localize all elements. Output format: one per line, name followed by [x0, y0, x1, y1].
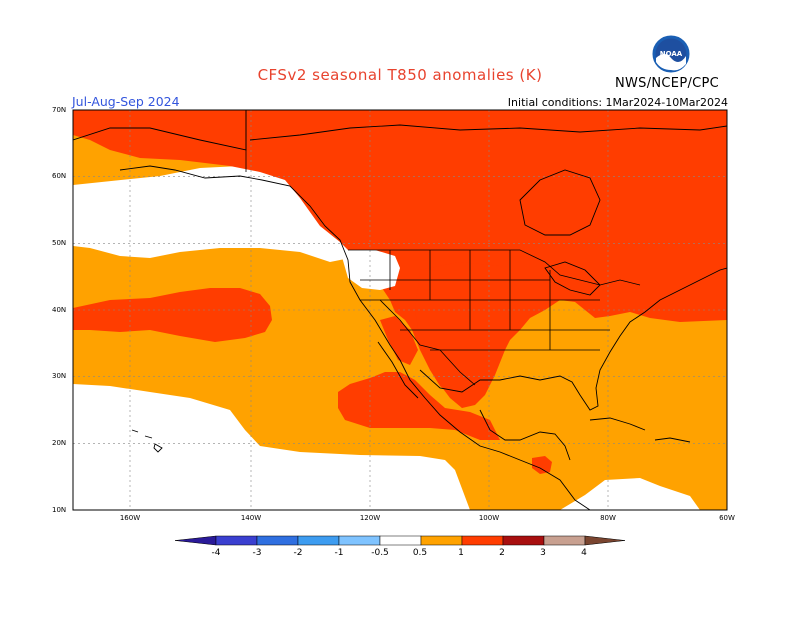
lon-label: 160W [119, 514, 141, 522]
map-frame [72, 109, 728, 511]
colorbar-arrow-left [174, 535, 217, 546]
colorbar-tick-label: 1 [458, 548, 464, 558]
lat-label: 30N [52, 372, 67, 380]
region-warm-canada-north [73, 110, 727, 408]
region-warm-midwest [415, 262, 520, 408]
colorbar-box [297, 535, 340, 546]
lon-label: 60W [719, 514, 735, 522]
region-warm-pacific-band [73, 288, 272, 342]
colorbar-tick-label: -2 [293, 548, 303, 558]
lat-label: 20N [52, 439, 67, 447]
colorbar-arrow-right [584, 535, 626, 546]
lat-label: 70N [52, 106, 67, 114]
colorbar-tick-label: 4 [581, 548, 587, 558]
colorbar-tick-label: -1 [334, 548, 344, 558]
region-warm-central-america [532, 456, 552, 474]
colorbar-box [543, 535, 586, 546]
colorbar-box [461, 535, 504, 546]
colorbar-tick-label: -3 [252, 548, 262, 558]
colorbar-box [338, 535, 381, 546]
colorbar-box [215, 535, 258, 546]
lat-label: 60N [52, 172, 67, 180]
lat-label: 10N [52, 506, 67, 514]
political-borders [245, 110, 641, 386]
season-label: Jul-Aug-Sep 2024 [72, 94, 180, 109]
region-neutral-north-pacific [73, 166, 360, 262]
region-warm-south-texas [380, 316, 418, 365]
colorbar-tick-label: -0.5 [371, 548, 389, 558]
logo-text: NOAA [660, 50, 683, 58]
initial-conditions-label: Initial conditions: 1Mar2024-10Mar2024 [507, 96, 728, 109]
lat-label: 50N [52, 239, 67, 247]
region-warm-mexico [338, 372, 500, 440]
map-title: CFSv2 seasonal T850 anomalies (K) [257, 66, 543, 84]
region-neutral-south-pacific [73, 384, 470, 510]
colorbar-box [420, 535, 463, 546]
lon-label: 80W [600, 514, 616, 522]
colorbar [174, 535, 626, 546]
colorbar-box [502, 535, 545, 546]
lon-label: 140W [240, 514, 262, 522]
agency-label: NWS/NCEP/CPC [615, 76, 720, 91]
colorbar-tick-label: -4 [211, 548, 221, 558]
colorbar-tick-label: 3 [540, 548, 546, 558]
lat-label: 40N [52, 306, 67, 314]
coastlines [73, 110, 727, 510]
region-neutral-caribbean-pacific [560, 478, 700, 510]
noaa-logo-icon: NOAA [651, 34, 691, 74]
colorbar-box [256, 535, 299, 546]
lon-label: 100W [478, 514, 500, 522]
graticule [73, 110, 727, 510]
colorbar-tick-label: 2 [499, 548, 505, 558]
lon-label: 120W [359, 514, 381, 522]
colorbar-tick-label: 0.5 [412, 548, 428, 558]
colorbar-box [379, 535, 422, 546]
